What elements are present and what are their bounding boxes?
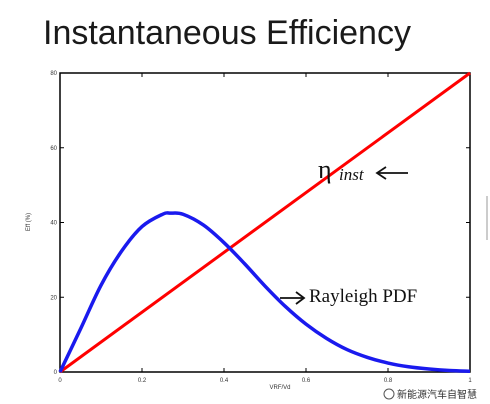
y-tick-label: 0 xyxy=(54,370,58,376)
x-tick-label: 0.6 xyxy=(302,378,311,384)
rayleigh-arrow xyxy=(280,291,306,305)
x-tick-label: 0.8 xyxy=(384,378,393,384)
eta-subscript: inst xyxy=(339,165,365,184)
y-tick-label: 60 xyxy=(50,146,57,152)
watermark-text: 新能源汽车自智慧 xyxy=(397,388,477,401)
axis-ticks: 0 0.2 0.4 0.6 0.8 1 0 20 40 60 80 xyxy=(50,71,472,384)
x-tick-label: 0.4 xyxy=(220,378,229,384)
series-eta-inst-line xyxy=(59,71,471,374)
x-tick-label: 0.2 xyxy=(138,378,147,384)
series-rayleigh-pdf-line xyxy=(58,211,471,374)
x-tick-label: 1 xyxy=(468,378,472,384)
y-tick-label: 40 xyxy=(50,221,57,227)
watermark: 新能源汽车自智慧 xyxy=(383,388,477,401)
x-axis-label: VRF/Vd xyxy=(269,385,290,391)
y-axis-label: Eff (%) xyxy=(26,213,32,231)
wechat-icon xyxy=(383,388,395,400)
y-tick-label: 80 xyxy=(50,71,57,77)
eta-arrow xyxy=(375,166,408,180)
chart-title: Instantaneous Efficiency xyxy=(43,14,411,52)
rayleigh-label: Rayleigh PDF xyxy=(309,286,417,307)
y-tick-label: 20 xyxy=(50,295,57,301)
x-tick-label: 0 xyxy=(58,378,62,384)
eta-symbol: η xyxy=(318,155,332,184)
